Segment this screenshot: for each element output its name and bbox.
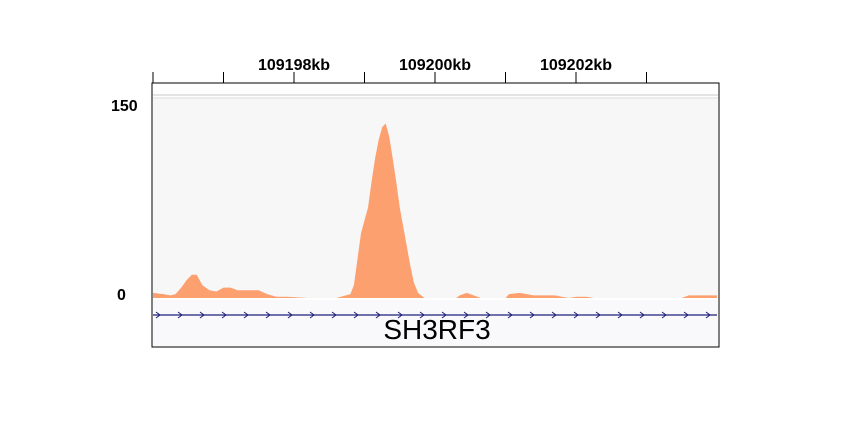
strand-arrow-icon — [397, 311, 403, 319]
strand-arrow-icon — [221, 311, 227, 319]
strand-arrow-icon — [177, 311, 183, 319]
gene-track-background — [153, 300, 718, 346]
strand-arrow-icon — [309, 311, 315, 319]
strand-arrow-icon — [705, 311, 711, 319]
coverage-track-background — [153, 99, 718, 298]
gene-strand-arrows — [155, 311, 711, 319]
strand-arrow-icon — [529, 311, 535, 319]
x-tick-label: 109200kb — [399, 57, 471, 74]
x-tick-label: 109198kb — [258, 57, 330, 74]
strand-arrow-icon — [661, 311, 667, 319]
strand-arrow-icon — [595, 311, 601, 319]
strand-arrow-icon — [683, 311, 689, 319]
ruler-ticks: 109198kb 109200kb 109202kb — [152, 57, 647, 83]
strand-arrow-icon — [551, 311, 557, 319]
strand-arrow-icon — [265, 311, 271, 319]
strand-arrow-icon — [287, 311, 293, 319]
strand-arrow-icon — [617, 311, 623, 319]
strand-arrow-icon — [199, 311, 205, 319]
y-axis-min-label: 0 — [117, 287, 126, 304]
strand-arrow-icon — [375, 311, 381, 319]
strand-arrow-icon — [155, 311, 161, 319]
x-tick-label: 109202kb — [540, 57, 612, 74]
strand-arrow-icon — [419, 311, 425, 319]
strand-arrow-icon — [507, 311, 513, 319]
strand-arrow-icon — [485, 311, 491, 319]
strand-arrow-icon — [353, 311, 359, 319]
strand-arrow-icon — [639, 311, 645, 319]
y-axis-max-label: 150 — [111, 98, 138, 115]
strand-arrow-icon — [573, 311, 579, 319]
strand-arrow-icon — [243, 311, 249, 319]
strand-arrow-icon — [463, 311, 469, 319]
gene-label: SH3RF3 — [383, 314, 490, 345]
strand-arrow-icon — [331, 311, 337, 319]
strand-arrow-icon — [441, 311, 447, 319]
